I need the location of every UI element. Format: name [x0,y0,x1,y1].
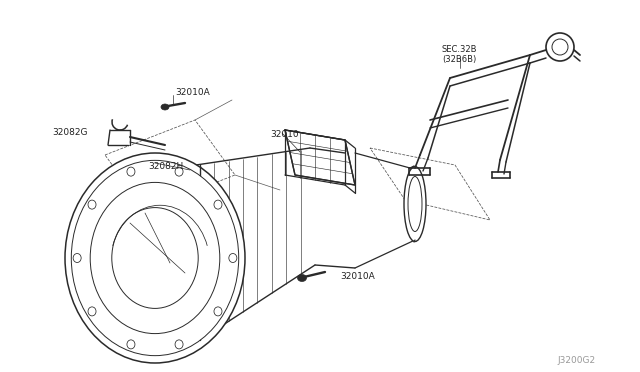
Ellipse shape [127,340,135,349]
Text: J3200G2: J3200G2 [558,356,596,365]
Ellipse shape [90,182,220,334]
Ellipse shape [404,167,426,241]
Ellipse shape [408,176,422,231]
Ellipse shape [175,167,183,176]
Ellipse shape [161,104,169,110]
Ellipse shape [229,253,237,263]
Ellipse shape [214,200,222,209]
Ellipse shape [552,39,568,55]
Ellipse shape [546,33,574,61]
Ellipse shape [65,153,245,363]
Ellipse shape [214,307,222,316]
Text: SEC.32B
(32B6B): SEC.32B (32B6B) [442,45,477,64]
Text: 32010A: 32010A [340,272,375,281]
Ellipse shape [175,340,183,349]
Ellipse shape [298,275,307,282]
Text: 32082G: 32082G [52,128,88,137]
Ellipse shape [112,208,198,308]
Text: 32082H: 32082H [148,162,183,171]
Text: 32010: 32010 [270,130,299,139]
Ellipse shape [88,200,96,209]
Ellipse shape [88,307,96,316]
Text: 32010A: 32010A [175,88,210,97]
Ellipse shape [127,167,135,176]
Ellipse shape [71,160,239,356]
Ellipse shape [73,253,81,263]
